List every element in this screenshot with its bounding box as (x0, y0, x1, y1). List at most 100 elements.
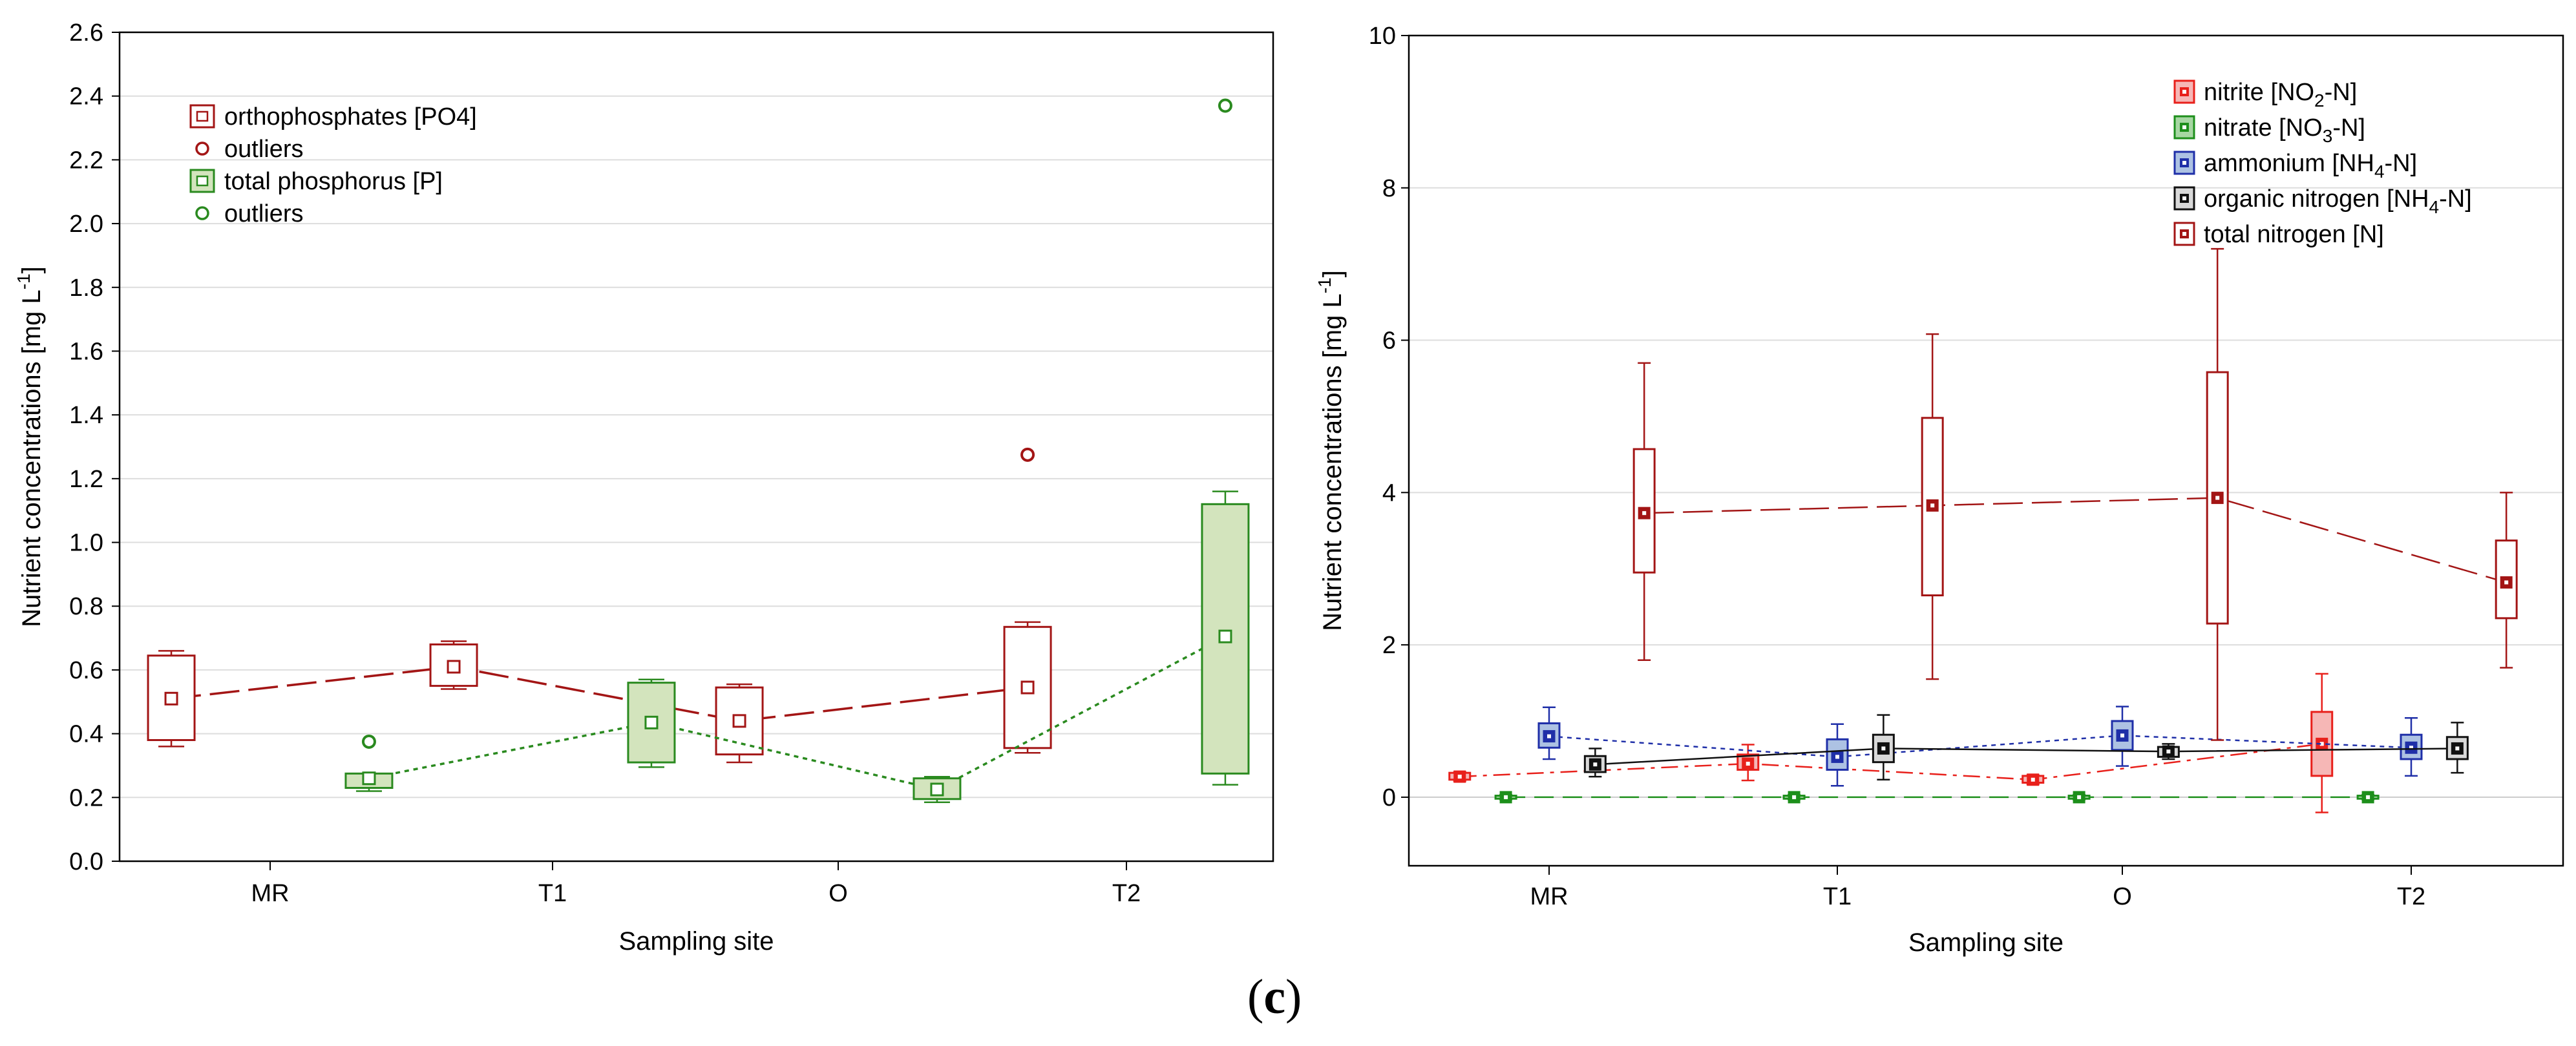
median-marker-dot (2215, 496, 2220, 500)
legend-label-text: ammonium [NH (2204, 150, 2374, 177)
median-marker-dot (1792, 795, 1797, 799)
median-marker-dot (2166, 749, 2171, 754)
y-tick-label: 1.6 (69, 338, 103, 365)
y-tick-label: 0.2 (69, 784, 103, 811)
legend-label-text-end: -N] (2325, 79, 2358, 106)
legend-label: nitrite [NO2-N] (2204, 79, 2357, 110)
y-axis-label: Nutrient concentrations [mg L-1] (1314, 270, 1347, 631)
y-tick-label: 1.2 (69, 466, 103, 493)
legend-label-text: organic nitrogen [NH (2204, 185, 2429, 213)
y-tick-label: 4 (1382, 479, 1396, 507)
y-tick-label: 0.4 (69, 721, 103, 748)
legend-label: outliers (224, 136, 304, 163)
y-tick-label: 2 (1382, 632, 1396, 659)
y-tick-label: 6 (1382, 328, 1396, 355)
legend-label: ammonium [NH4-N] (2204, 150, 2417, 182)
legend-label: outliers (224, 200, 304, 227)
legend-label-subscript: 3 (2323, 126, 2333, 146)
y-tick-label: 2.4 (69, 83, 103, 110)
legend-label-text-end: -N] (2439, 185, 2472, 213)
median-marker-dot (2455, 746, 2460, 751)
median-marker (644, 715, 659, 729)
legend-label: organic nitrogen [NH4-N] (2204, 185, 2472, 217)
median-marker-dot (1930, 503, 1935, 508)
y-tick-label: 10 (1369, 23, 1396, 50)
y-axis-label-main: Nutrient concentrations [mg L (17, 289, 46, 627)
median-marker-dot (1547, 734, 1551, 738)
median-marker (362, 771, 376, 786)
median-marker-dot (1593, 762, 1598, 767)
x-tick-label: MR (251, 880, 289, 907)
y-tick-label: 0.8 (69, 593, 103, 620)
legend-label-subscript: 4 (2374, 162, 2385, 182)
y-axis-label-end: ] (1318, 270, 1347, 277)
median-marker-dot (2319, 742, 2324, 746)
y-tick-label: 0.0 (69, 848, 103, 875)
median-marker (164, 691, 178, 706)
legend-swatch-circle (195, 141, 209, 156)
y-axis-label-main: Nutrient concentrations [mg L (1318, 293, 1347, 631)
median-marker-dot (2031, 777, 2035, 782)
x-tick-label: T1 (538, 880, 567, 907)
x-tick-label: T1 (1823, 883, 1852, 910)
legend-swatch-dot (2182, 125, 2186, 129)
plot-frame (1408, 34, 2564, 867)
y-axis-label-end: ] (17, 266, 46, 273)
x-tick-label: MR (1530, 883, 1568, 910)
legend-label: orthophosphates [PO4] (224, 103, 477, 131)
phosphorus-chart: 0.0 0.2 0.4 0.6 0.8 1.0 1.2 1.4 1.6 1.8 2.0 2.2 2.4 2… (14, 19, 1274, 956)
legend-label-text-end: -N] (2385, 150, 2418, 177)
median-marker-dot (2120, 733, 2124, 738)
median-marker-dot (1835, 755, 1839, 759)
legend-label-text: total nitrogen [N] (2204, 221, 2384, 248)
median-marker-dot (2366, 795, 2370, 799)
median-marker (930, 782, 944, 797)
legend-swatch-box (189, 169, 215, 193)
y-tick-label: 1.4 (69, 402, 103, 429)
legend-swatch-circle (195, 206, 209, 220)
y-tick-label: 1.0 (69, 530, 103, 557)
x-tick-label: O (829, 880, 848, 907)
outlier-point (1218, 98, 1232, 113)
legend-swatch-box (2173, 222, 2195, 246)
median-marker (447, 660, 461, 674)
y-tick-label: 8 (1382, 175, 1396, 202)
median-marker (732, 714, 746, 728)
legend-label-text: nitrate [NO (2204, 114, 2323, 141)
legend-label-text: nitrite [NO (2204, 79, 2314, 106)
y-tick-label: 1.8 (69, 275, 103, 302)
median-line-0 (171, 665, 1028, 722)
legend-swatch-dot (2182, 232, 2186, 236)
nitrogen-chart: 0 2 4 6 8 10 MR T1 O T2 Sampling site Nutrient conc… (1314, 23, 2564, 957)
legend-label-text-end: -N] (2332, 114, 2365, 141)
panel-label: (c) (1247, 970, 1302, 1024)
outlier-point (1020, 447, 1035, 462)
median-marker-dot (2077, 795, 2082, 799)
y-tick-label: 0.6 (69, 657, 103, 684)
legend-label: nitrate [NO3-N] (2204, 114, 2365, 146)
x-tick-label: O (2113, 883, 2132, 910)
median-marker-dot (1457, 775, 1462, 779)
y-tick-label: 2.6 (69, 19, 103, 47)
y-tick-label: 2.0 (69, 211, 103, 238)
y-tick-label: 2.2 (69, 147, 103, 174)
legend-swatch-median (196, 175, 209, 187)
median-marker-dot (1642, 511, 1647, 516)
median-line-3 (1595, 748, 2458, 766)
outlier-point (361, 734, 376, 749)
x-tick-label: T2 (2397, 883, 2425, 910)
median-marker-dot (2504, 580, 2509, 585)
legend-label: total phosphorus [P] (224, 168, 443, 195)
y-axis-label: Nutrient concentrations [mg L-1] (14, 266, 46, 627)
median-line-1 (368, 635, 1226, 791)
box (2206, 371, 2229, 625)
legend-label-subscript: 4 (2429, 197, 2440, 217)
median-line-4 (1644, 497, 2507, 583)
x-axis-label: Sampling site (1908, 928, 2064, 957)
median-marker-dot (2409, 746, 2413, 750)
legend-swatch-median (196, 110, 209, 122)
legend-swatch-dot (2182, 196, 2186, 200)
x-tick-label: T2 (1112, 880, 1141, 907)
y-axis-label-sup: -1 (14, 273, 34, 289)
